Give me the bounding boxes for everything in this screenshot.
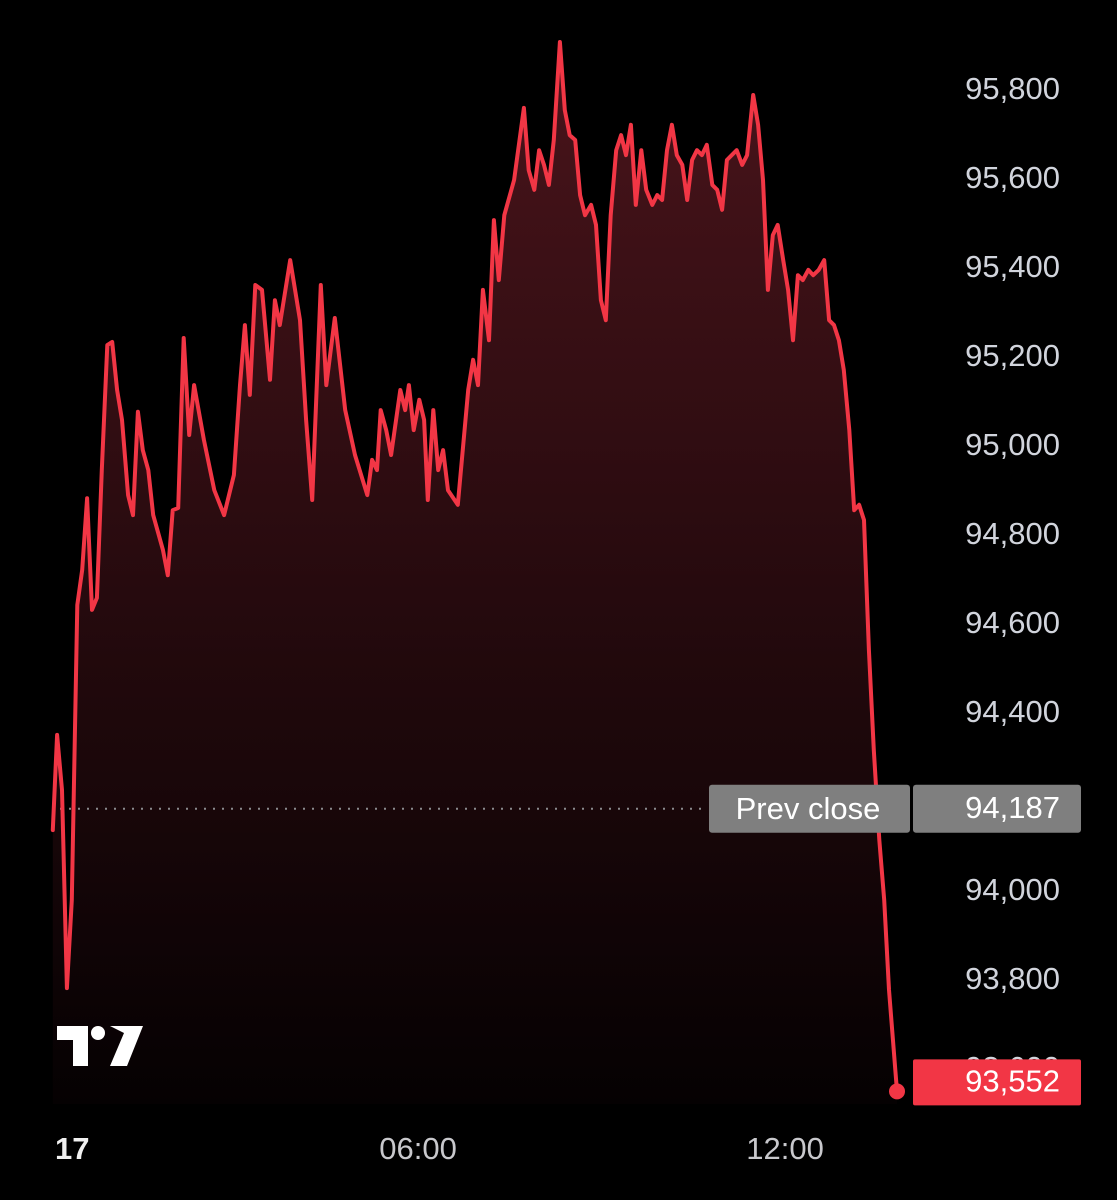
y-tick-label: 95,800 <box>965 71 1060 106</box>
x-tick-label: 06:00 <box>379 1131 457 1166</box>
reference-name-box <box>709 784 910 833</box>
area <box>52 42 898 1104</box>
line-layer <box>50 40 906 1100</box>
y-tick-label: 95,600 <box>965 160 1060 195</box>
y-tick-label: 94,400 <box>965 694 1060 729</box>
logo-shape <box>110 1026 143 1066</box>
reference-value-box <box>913 784 1081 833</box>
price-line <box>50 40 899 1094</box>
logo-shape <box>91 1026 105 1040</box>
reference-value-label: 94,187 <box>965 790 1060 825</box>
y-tick-label: 94,800 <box>965 516 1060 551</box>
y-tick-label: 93,800 <box>965 961 1060 996</box>
last-point <box>889 1083 906 1100</box>
reference-name: Prev close <box>736 791 881 826</box>
area-layer <box>52 42 898 1104</box>
label-layer: Prev close 94,187 93,552 <box>709 784 1081 1106</box>
y-tick-label: 94,000 <box>965 872 1060 907</box>
logo <box>57 1026 143 1066</box>
y-tick-label: 94,600 <box>965 605 1060 640</box>
x-tick-label: 12:00 <box>746 1131 824 1166</box>
last-price-box <box>913 1059 1081 1106</box>
logo-shape <box>57 1026 88 1066</box>
x-tick-label: 17 <box>55 1131 89 1166</box>
y-tick-label: 95,200 <box>965 338 1060 373</box>
y-tick-label: 95,000 <box>965 427 1060 462</box>
last-price-label: 93,552 <box>965 1064 1060 1099</box>
y-tick-label: 95,400 <box>965 249 1060 284</box>
